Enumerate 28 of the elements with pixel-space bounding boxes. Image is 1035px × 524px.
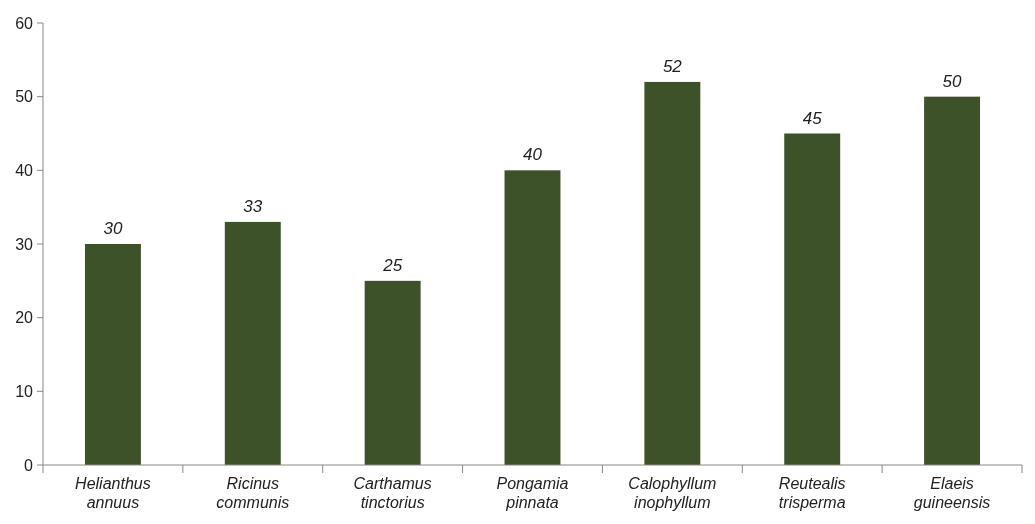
data-label: 45 [802, 108, 823, 128]
data-label: 25 [382, 255, 403, 275]
x-tick-label: Carthamus tinctorius [353, 475, 432, 511]
data-label: 33 [243, 196, 263, 216]
bar [84, 244, 141, 465]
bar [644, 81, 701, 465]
data-label: 52 [662, 56, 683, 76]
bar [784, 133, 841, 465]
y-tick-label: 40 [15, 161, 34, 179]
y-tick-label: 10 [15, 382, 34, 400]
y-tick-label: 60 [15, 14, 34, 32]
data-label: 50 [942, 71, 963, 91]
x-tick-label: Helianthus annuus [75, 475, 151, 511]
x-tick-label: Ricinus communis [216, 475, 290, 511]
data-label: 30 [103, 219, 123, 238]
bar [364, 280, 421, 465]
bar [504, 170, 561, 465]
bar [224, 221, 281, 465]
y-tick-label: 30 [15, 235, 34, 253]
x-tick-label: Calophyllum inophyllum [628, 475, 717, 511]
y-tick-label: 0 [24, 456, 34, 474]
y-tick-label: 50 [15, 88, 34, 106]
data-label: 40 [523, 145, 543, 165]
y-tick-label: 20 [15, 309, 34, 327]
bar [924, 96, 981, 465]
x-tick-label: Pongamia pinnata [496, 475, 569, 511]
x-tick-label: Reutealis trisperma [778, 475, 846, 511]
x-tick-label: Elaeis guineensis [913, 475, 991, 511]
